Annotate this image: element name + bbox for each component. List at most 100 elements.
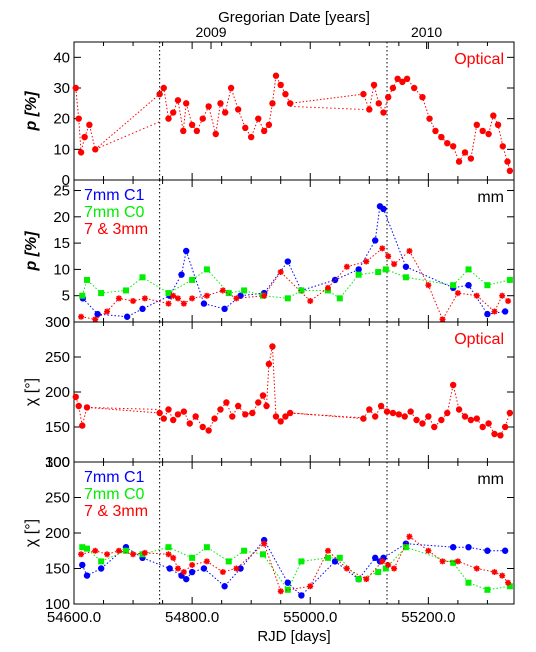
data-point [170, 292, 177, 299]
data-point [229, 413, 236, 420]
data-point [72, 393, 79, 401]
data-point [165, 551, 172, 558]
data-point [78, 313, 85, 320]
data-point [79, 561, 86, 569]
data-point [170, 416, 177, 424]
x-axis-label: RJD [days] [257, 628, 330, 645]
data-point [221, 109, 229, 116]
data-point [425, 413, 432, 420]
data-point [272, 413, 280, 420]
panel-frame [73, 41, 515, 181]
data-point [385, 253, 392, 260]
data-point [465, 281, 472, 289]
panel-annotation: mm [477, 471, 504, 488]
data-point [115, 547, 122, 554]
data-point [282, 413, 289, 420]
data-point [406, 248, 413, 254]
data-point [192, 413, 199, 420]
data-point [221, 583, 228, 590]
data-point [83, 572, 91, 579]
data-point [465, 579, 472, 586]
data-point [479, 127, 486, 135]
data-point [263, 402, 270, 410]
series-line [75, 346, 511, 436]
data-point [336, 295, 343, 302]
data-point [419, 420, 426, 427]
y-tick-label: 10 [53, 141, 70, 158]
data-point [438, 133, 445, 141]
data-point [241, 287, 248, 294]
data-point [180, 127, 187, 135]
y-tick-label: 40 [53, 49, 70, 66]
data-point [79, 422, 86, 429]
top-tick-label: 2009 [195, 24, 226, 40]
data-point [499, 292, 506, 299]
data-point [233, 565, 240, 572]
data-point [484, 310, 491, 318]
data-point [506, 167, 514, 174]
data-point [277, 269, 284, 276]
data-point [122, 547, 129, 554]
y-axis-label: p [%] [23, 231, 40, 272]
data-point [259, 551, 266, 558]
data-point [479, 423, 486, 431]
data-point [205, 103, 212, 110]
data-point [343, 263, 350, 270]
y-axis-label: χ [°] [23, 519, 40, 547]
data-point [331, 558, 339, 565]
data-point [449, 544, 457, 551]
data-point [473, 565, 480, 572]
data-point [391, 261, 398, 268]
data-point [454, 290, 461, 297]
data-point [219, 287, 226, 294]
data-point [406, 533, 413, 540]
data-point [188, 121, 196, 128]
data-point [372, 413, 379, 420]
x-tick-label: 54800.0 [165, 609, 219, 626]
data-point [165, 290, 172, 297]
data-point [366, 406, 373, 413]
data-point [200, 565, 208, 572]
panel-annotation: Optical [454, 51, 504, 68]
data-point [189, 561, 196, 568]
data-point [265, 360, 273, 368]
data-point [217, 406, 224, 413]
gap-link-line [86, 406, 160, 410]
data-point [86, 121, 93, 128]
data-point [444, 140, 451, 147]
data-point [505, 579, 512, 586]
y-tick-label: 5 [62, 288, 70, 305]
data-point [92, 316, 99, 323]
data-point [94, 310, 101, 318]
data-point [439, 558, 446, 565]
data-point [298, 558, 305, 565]
data-point [465, 266, 472, 273]
data-point [180, 300, 187, 307]
data-point [419, 94, 426, 101]
data-point [455, 406, 463, 413]
series-line [81, 268, 510, 300]
data-point [484, 282, 491, 289]
data-point [97, 565, 105, 572]
data-point [307, 297, 314, 304]
data-point [174, 565, 181, 572]
data-point [461, 149, 469, 156]
data-point [336, 554, 343, 561]
data-point [484, 586, 491, 593]
data-point [104, 551, 111, 558]
data-point [141, 295, 148, 302]
data-point [284, 258, 291, 265]
data-point [72, 84, 79, 92]
data-point [407, 408, 414, 415]
data-point [355, 576, 362, 583]
data-point [450, 282, 457, 289]
data-point [259, 392, 267, 399]
data-point [211, 415, 218, 422]
data-point [385, 94, 392, 101]
data-point [98, 290, 105, 297]
data-point [375, 269, 382, 276]
data-point [174, 97, 182, 104]
data-point [385, 561, 392, 568]
data-point [188, 568, 196, 576]
